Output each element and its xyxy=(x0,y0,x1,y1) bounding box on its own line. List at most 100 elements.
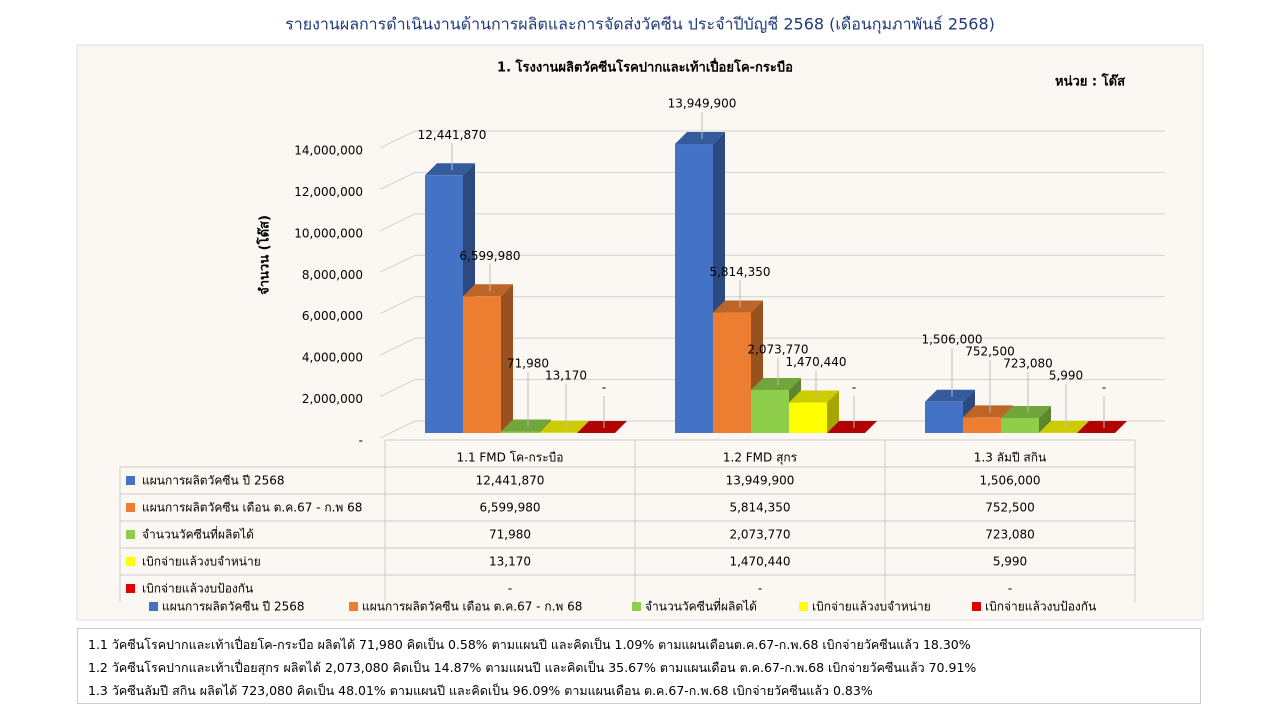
data-label: 13,949,900 xyxy=(668,97,737,111)
legend-key xyxy=(349,602,358,611)
table-cell: - xyxy=(1008,582,1012,596)
legend-key xyxy=(126,584,135,593)
bar-top xyxy=(463,284,513,297)
legend-key xyxy=(972,602,981,611)
note: 1.2 วัคซีนโรคปากและเท้าเปื่อยสุกร ผลิตได… xyxy=(88,660,977,675)
data-label: 752,500 xyxy=(965,345,1015,359)
bar-side xyxy=(1039,406,1051,433)
grid-line-side xyxy=(379,337,416,356)
y-tick-label: 4,000,000 xyxy=(302,351,363,365)
note: 1.3 วัคซีนลัมปี สกิน ผลิตได้ 723,080 คิด… xyxy=(88,683,873,698)
table-cell: 71,980 xyxy=(489,528,531,542)
bar xyxy=(675,144,713,433)
y-tick-label: 10,000,000 xyxy=(294,226,363,240)
row-label: เบิกจ่ายแล้วงบป้องกัน xyxy=(142,582,253,596)
bar-top xyxy=(501,419,551,432)
bar-top xyxy=(1039,420,1089,433)
table-cell: - xyxy=(758,582,762,596)
grid-line-side xyxy=(379,254,416,273)
row-label: เบิกจ่ายแล้วงบจำหน่าย xyxy=(142,555,261,569)
legend-key xyxy=(126,503,135,512)
bar-top xyxy=(577,421,627,433)
legend-key xyxy=(126,557,135,566)
grid-line-side xyxy=(379,130,416,149)
legend-key xyxy=(126,476,135,485)
data-label: 12,441,870 xyxy=(418,128,487,142)
y-tick-label: 14,000,000 xyxy=(294,144,363,158)
table-header: 1.1 FMD โค-กระบือ xyxy=(457,451,564,465)
bar-side xyxy=(577,420,589,433)
legend-label: เบิกจ่ายแล้วงบป้องกัน xyxy=(985,600,1096,614)
bar xyxy=(751,390,789,433)
data-label: 1,470,440 xyxy=(785,355,846,369)
chart-title: 1. โรงงานผลิตวัคซีนโรคปากและเท้าเปื่อยโค… xyxy=(497,58,793,76)
bar-top xyxy=(713,300,763,313)
table-cell: 5,814,350 xyxy=(729,501,790,515)
grid-line-side xyxy=(379,296,416,315)
row-label: แผนการผลิตวัคซีน ปี 2568 xyxy=(142,474,285,488)
y-tick-label: 2,000,000 xyxy=(302,392,363,406)
legend-key xyxy=(126,530,135,539)
y-tick-label: 12,000,000 xyxy=(294,185,363,199)
bar-top xyxy=(751,378,801,391)
data-label: 6,599,980 xyxy=(459,249,520,263)
table-cell: 2,073,770 xyxy=(729,528,790,542)
grid-line-side xyxy=(379,379,416,398)
y-tick-label: 8,000,000 xyxy=(302,268,363,282)
data-label: - xyxy=(852,381,856,395)
bar xyxy=(713,312,751,433)
bar xyxy=(789,402,827,433)
y-axis-label: จำนวน (โด๊ส) xyxy=(256,215,273,295)
table-cell: 6,599,980 xyxy=(479,501,540,515)
chart: รายงานผลการดำเนินงานด้านการผลิตและการจัด… xyxy=(76,15,1204,621)
data-label: 13,170 xyxy=(545,369,587,383)
notes: 1.1 วัคซีนโรคปากและเท้าเปื่อยโค-กระบือ ผ… xyxy=(77,628,1201,704)
grid-line-side xyxy=(379,420,416,439)
page-title: รายงานผลการดำเนินงานด้านการผลิตและการจัด… xyxy=(285,15,995,35)
table-cell: 752,500 xyxy=(985,501,1035,515)
y-tick-label: - xyxy=(359,434,363,448)
bar-side xyxy=(1077,420,1089,433)
legend-key xyxy=(799,602,808,611)
chart-area xyxy=(76,44,1204,621)
table-header: 1.3 ลัมปี สกิน xyxy=(974,451,1046,465)
bar-top xyxy=(425,163,475,176)
bar-top xyxy=(539,420,589,433)
legend-label: เบิกจ่ายแล้วงบจำหน่าย xyxy=(812,600,931,614)
table-cell: 12,441,870 xyxy=(476,474,545,488)
data-label: 5,814,350 xyxy=(709,265,770,279)
data-label: - xyxy=(1102,381,1106,395)
table-cell: - xyxy=(508,582,512,596)
bar-top xyxy=(789,390,839,403)
data-label: - xyxy=(602,381,606,395)
bar xyxy=(425,175,463,433)
legend-label: จำนวนวัคซีนที่ผลิตได้ xyxy=(645,598,757,614)
bar-side xyxy=(539,419,551,433)
bar-top xyxy=(925,389,975,402)
grid-line-side xyxy=(379,213,416,232)
table-header: 1.2 FMD สุกร xyxy=(723,451,798,466)
row-label: แผนการผลิตวัคซีน เดือน ต.ค.67 - ก.พ 68 xyxy=(142,501,362,515)
legend-key xyxy=(149,602,158,611)
bar xyxy=(925,401,963,433)
legend-label: แผนการผลิตวัคซีน ปี 2568 xyxy=(162,600,305,614)
table-cell: 1,506,000 xyxy=(979,474,1040,488)
bar-side xyxy=(501,284,513,433)
bar-top xyxy=(1001,406,1051,419)
table-cell: 13,170 xyxy=(489,555,531,569)
data-label: 723,080 xyxy=(1003,357,1053,371)
legend-key xyxy=(632,602,641,611)
table-cell: 1,470,440 xyxy=(729,555,790,569)
bar-side xyxy=(827,390,839,433)
table-cell: 13,949,900 xyxy=(726,474,795,488)
note: 1.1 วัคซีนโรคปากและเท้าเปื่อยโค-กระบือ ผ… xyxy=(88,637,971,652)
unit-note: หน่วย : โด๊ส xyxy=(1055,73,1125,90)
bar xyxy=(963,417,1001,433)
grid-line-side xyxy=(379,171,416,190)
table-cell: 723,080 xyxy=(985,528,1035,542)
bar xyxy=(501,431,539,433)
table-cell: 5,990 xyxy=(993,555,1027,569)
row-label: จำนวนวัคซีนที่ผลิตได้ xyxy=(142,526,254,542)
y-tick-label: 6,000,000 xyxy=(302,309,363,323)
